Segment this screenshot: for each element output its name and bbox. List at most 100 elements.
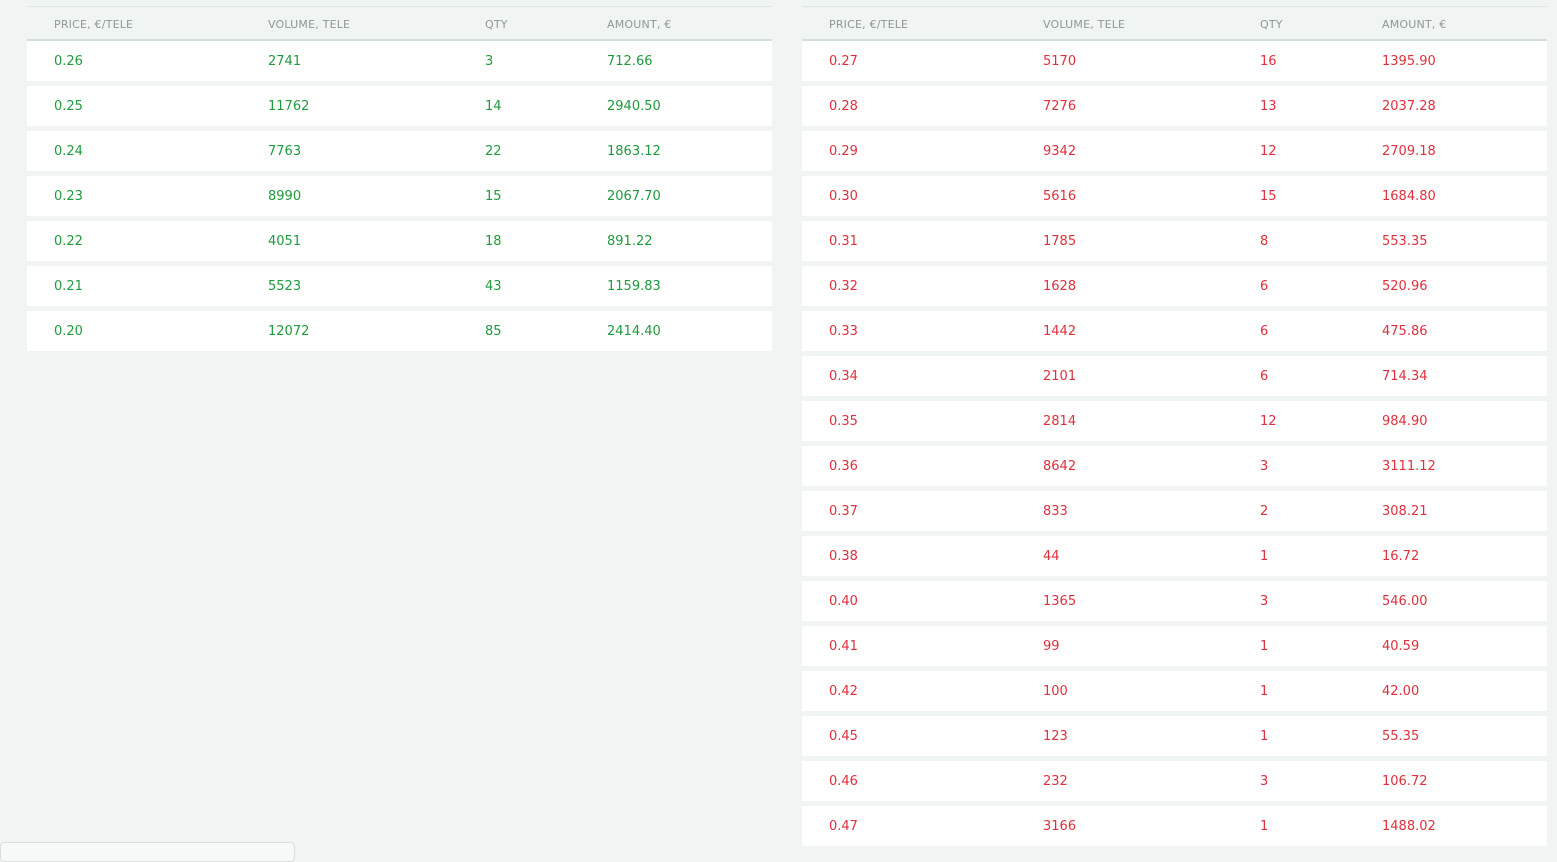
bids-row[interactable]: 0.21 5523 43 1159.83 — [27, 266, 772, 306]
amount-cell: 1684.80 — [1382, 189, 1436, 204]
asks-row[interactable]: 0.40 1365 3 546.00 — [802, 581, 1547, 621]
price-cell: 0.41 — [829, 639, 858, 654]
asks-row[interactable]: 0.32 1628 6 520.96 — [802, 266, 1547, 306]
price-cell: 0.29 — [829, 144, 858, 159]
price-cell: 0.30 — [829, 189, 858, 204]
asks-row[interactable]: 0.34 2101 6 714.34 — [802, 356, 1547, 396]
amount-cell: 714.34 — [1382, 369, 1428, 384]
volume-cell: 833 — [1043, 504, 1068, 519]
amount-cell: 2037.28 — [1382, 99, 1436, 114]
amount-cell: 16.72 — [1382, 549, 1420, 564]
qty-cell: 1 — [1260, 639, 1269, 654]
amount-cell: 1159.83 — [607, 279, 661, 294]
asks-row[interactable]: 0.35 2814 12 984.90 — [802, 401, 1547, 441]
price-cell: 0.38 — [829, 549, 858, 564]
asks-row[interactable]: 0.46 232 3 106.72 — [802, 761, 1547, 801]
asks-rows: 0.27 5170 16 1395.90 0.28 7276 13 2037.28 0.29 93… — [802, 41, 1547, 846]
qty-cell: 1 — [1260, 819, 1269, 834]
qty-cell: 18 — [485, 234, 502, 249]
qty-cell: 1 — [1260, 684, 1269, 699]
asks-table: PRICE, €/TELE VOLUME, TELE QTY AMOUNT, €… — [802, 6, 1547, 851]
asks-row[interactable]: 0.30 5616 15 1684.80 — [802, 176, 1547, 216]
column-header-qty[interactable]: QTY — [1260, 18, 1283, 31]
volume-cell: 2814 — [1043, 414, 1077, 429]
price-cell: 0.22 — [54, 234, 83, 249]
volume-cell: 5523 — [268, 279, 302, 294]
bids-row[interactable]: 0.24 7763 22 1863.12 — [27, 131, 772, 171]
volume-cell: 1442 — [1043, 324, 1077, 339]
asks-row[interactable]: 0.45 123 1 55.35 — [802, 716, 1547, 756]
asks-row[interactable]: 0.31 1785 8 553.35 — [802, 221, 1547, 261]
asks-row[interactable]: 0.47 3166 1 1488.02 — [802, 806, 1547, 846]
qty-cell: 8 — [1260, 234, 1269, 249]
amount-cell: 106.72 — [1382, 774, 1428, 789]
volume-cell: 8642 — [1043, 459, 1077, 474]
amount-cell: 2709.18 — [1382, 144, 1436, 159]
price-cell: 0.24 — [54, 144, 83, 159]
price-cell: 0.31 — [829, 234, 858, 249]
asks-row[interactable]: 0.42 100 1 42.00 — [802, 671, 1547, 711]
asks-row[interactable]: 0.37 833 2 308.21 — [802, 491, 1547, 531]
asks-row[interactable]: 0.33 1442 6 475.86 — [802, 311, 1547, 351]
price-cell: 0.40 — [829, 594, 858, 609]
bids-row[interactable]: 0.25 11762 14 2940.50 — [27, 86, 772, 126]
qty-cell: 3 — [1260, 774, 1269, 789]
volume-cell: 1628 — [1043, 279, 1077, 294]
price-cell: 0.33 — [829, 324, 858, 339]
amount-cell: 40.59 — [1382, 639, 1420, 654]
bottom-panel-tab[interactable] — [0, 842, 295, 862]
qty-cell: 2 — [1260, 504, 1269, 519]
column-header-qty[interactable]: QTY — [485, 18, 508, 31]
column-header-amount[interactable]: AMOUNT, € — [1382, 18, 1447, 31]
qty-cell: 6 — [1260, 324, 1269, 339]
qty-cell: 1 — [1260, 549, 1269, 564]
asks-table-header: PRICE, €/TELE VOLUME, TELE QTY AMOUNT, € — [802, 6, 1547, 41]
volume-cell: 2101 — [1043, 369, 1077, 384]
volume-cell: 5616 — [1043, 189, 1077, 204]
column-header-volume[interactable]: VOLUME, TELE — [1043, 18, 1126, 31]
qty-cell: 85 — [485, 324, 502, 339]
qty-cell: 13 — [1260, 99, 1277, 114]
volume-cell: 7276 — [1043, 99, 1077, 114]
qty-cell: 3 — [485, 54, 494, 69]
bids-row[interactable]: 0.22 4051 18 891.22 — [27, 221, 772, 261]
volume-cell: 99 — [1043, 639, 1060, 654]
price-cell: 0.37 — [829, 504, 858, 519]
bids-rows: 0.26 2741 3 712.66 0.25 11762 14 2940.50 0.24 776… — [27, 41, 772, 351]
bids-table: PRICE, €/TELE VOLUME, TELE QTY AMOUNT, €… — [27, 6, 772, 356]
qty-cell: 43 — [485, 279, 502, 294]
price-cell: 0.28 — [829, 99, 858, 114]
qty-cell: 12 — [1260, 414, 1277, 429]
asks-row[interactable]: 0.38 44 1 16.72 — [802, 536, 1547, 576]
asks-row[interactable]: 0.36 8642 3 3111.12 — [802, 446, 1547, 486]
volume-cell: 1785 — [1043, 234, 1077, 249]
price-cell: 0.35 — [829, 414, 858, 429]
amount-cell: 2940.50 — [607, 99, 661, 114]
qty-cell: 15 — [485, 189, 502, 204]
bids-row[interactable]: 0.20 12072 85 2414.40 — [27, 311, 772, 351]
bids-row[interactable]: 0.23 8990 15 2067.70 — [27, 176, 772, 216]
price-cell: 0.25 — [54, 99, 83, 114]
column-header-price[interactable]: PRICE, €/TELE — [54, 18, 134, 31]
volume-cell: 1365 — [1043, 594, 1077, 609]
volume-cell: 3166 — [1043, 819, 1077, 834]
bids-row[interactable]: 0.26 2741 3 712.66 — [27, 41, 772, 81]
qty-cell: 12 — [1260, 144, 1277, 159]
amount-cell: 55.35 — [1382, 729, 1420, 744]
qty-cell: 16 — [1260, 54, 1277, 69]
qty-cell: 14 — [485, 99, 502, 114]
amount-cell: 2067.70 — [607, 189, 661, 204]
qty-cell: 1 — [1260, 729, 1269, 744]
qty-cell: 15 — [1260, 189, 1277, 204]
qty-cell: 6 — [1260, 279, 1269, 294]
column-header-price[interactable]: PRICE, €/TELE — [829, 18, 909, 31]
asks-row[interactable]: 0.28 7276 13 2037.28 — [802, 86, 1547, 126]
column-header-amount[interactable]: AMOUNT, € — [607, 18, 672, 31]
asks-row[interactable]: 0.27 5170 16 1395.90 — [802, 41, 1547, 81]
column-header-volume[interactable]: VOLUME, TELE — [268, 18, 351, 31]
asks-row[interactable]: 0.41 99 1 40.59 — [802, 626, 1547, 666]
amount-cell: 1395.90 — [1382, 54, 1436, 69]
amount-cell: 3111.12 — [1382, 459, 1436, 474]
asks-row[interactable]: 0.29 9342 12 2709.18 — [802, 131, 1547, 171]
volume-cell: 2741 — [268, 54, 302, 69]
